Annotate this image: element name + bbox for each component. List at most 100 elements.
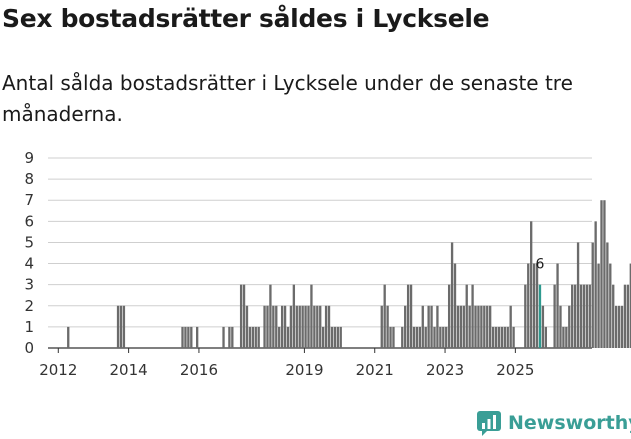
bar <box>248 326 252 348</box>
bar <box>389 326 392 348</box>
chart-subtitle: Antal sålda bostadsrätter i Lycksele und… <box>2 71 573 126</box>
bar <box>295 305 298 348</box>
bar <box>301 305 304 348</box>
x-axis-ticks: 2012 2014 2016 2019 2021 2023 2025 <box>39 348 534 379</box>
bar <box>486 305 489 348</box>
bar <box>509 305 512 348</box>
bar <box>401 326 404 348</box>
x-tick-label: 2023 <box>426 361 464 379</box>
x-tick-label: 2021 <box>356 361 394 379</box>
bar <box>571 284 574 348</box>
bar <box>386 305 389 348</box>
bar <box>222 326 225 348</box>
bar <box>612 284 615 348</box>
bar <box>530 221 533 348</box>
brand-logo: Newsworthy <box>476 408 631 438</box>
bar <box>336 326 339 348</box>
bar <box>266 305 269 348</box>
bar <box>436 305 439 348</box>
bars <box>67 200 631 348</box>
bar <box>430 305 433 348</box>
y-tick-label: 2 <box>24 297 34 315</box>
bar <box>465 284 468 348</box>
bar <box>321 326 325 348</box>
bar <box>310 284 313 348</box>
bar <box>474 305 477 348</box>
bar <box>491 326 495 348</box>
bar <box>585 284 589 348</box>
bar <box>617 305 621 348</box>
bar <box>380 305 383 348</box>
bar <box>506 326 509 348</box>
bar <box>606 242 609 348</box>
bar <box>251 326 254 348</box>
bar <box>562 326 565 348</box>
brand-name: Newsworthy <box>508 412 631 434</box>
bar <box>196 326 199 348</box>
bar <box>503 326 506 348</box>
bar <box>304 305 307 348</box>
gridlines <box>48 157 592 349</box>
bar <box>541 305 545 348</box>
bar <box>421 305 424 348</box>
y-axis-ticks: 0 1 2 3 4 5 6 7 8 9 <box>24 149 34 357</box>
bar <box>527 263 530 348</box>
bar <box>629 263 631 348</box>
bar <box>576 242 580 348</box>
bar <box>263 305 266 348</box>
bar <box>269 284 272 348</box>
bar <box>119 305 123 348</box>
bar <box>181 326 184 348</box>
bar <box>278 326 281 348</box>
bar <box>228 326 231 348</box>
bar <box>497 326 501 348</box>
bar <box>383 284 386 348</box>
bar <box>280 305 284 348</box>
x-tick-label: 2016 <box>180 361 218 379</box>
y-tick-label: 1 <box>24 318 34 336</box>
x-tick-label: 2019 <box>285 361 323 379</box>
bar <box>544 326 547 348</box>
bar <box>392 326 395 348</box>
bar <box>122 305 126 348</box>
bar <box>489 305 492 348</box>
y-tick-label: 9 <box>24 149 34 167</box>
bar <box>450 242 454 348</box>
bar <box>626 284 630 348</box>
bar <box>187 326 190 348</box>
bar <box>313 305 316 348</box>
bar <box>289 305 293 348</box>
bar <box>404 305 407 348</box>
bar <box>483 305 486 348</box>
bar <box>415 326 419 348</box>
bar <box>524 284 527 348</box>
highlight-data-label: 6 <box>536 257 545 273</box>
chart-title: Sex bostadsrätter såldes i Lycksele <box>2 4 490 33</box>
bar <box>316 305 319 348</box>
bar <box>319 305 322 348</box>
bar <box>418 326 422 348</box>
bar <box>620 305 624 348</box>
bar <box>275 305 278 348</box>
bar <box>500 326 504 348</box>
bar <box>480 305 483 348</box>
y-tick-label: 3 <box>24 276 34 294</box>
bar <box>594 221 597 348</box>
bar <box>609 263 612 348</box>
y-tick-label: 0 <box>24 339 34 357</box>
bar <box>582 284 586 348</box>
bar <box>442 326 445 348</box>
bar <box>184 326 187 348</box>
bar <box>579 284 583 348</box>
x-tick-label: 2012 <box>39 361 77 379</box>
bar <box>327 305 331 348</box>
bar <box>439 326 442 348</box>
bar <box>433 326 436 348</box>
bar <box>588 284 591 348</box>
bar <box>453 263 457 348</box>
bar <box>614 305 618 348</box>
data-labels: 6 <box>536 257 545 273</box>
bar <box>445 326 448 348</box>
bar <box>424 326 427 348</box>
